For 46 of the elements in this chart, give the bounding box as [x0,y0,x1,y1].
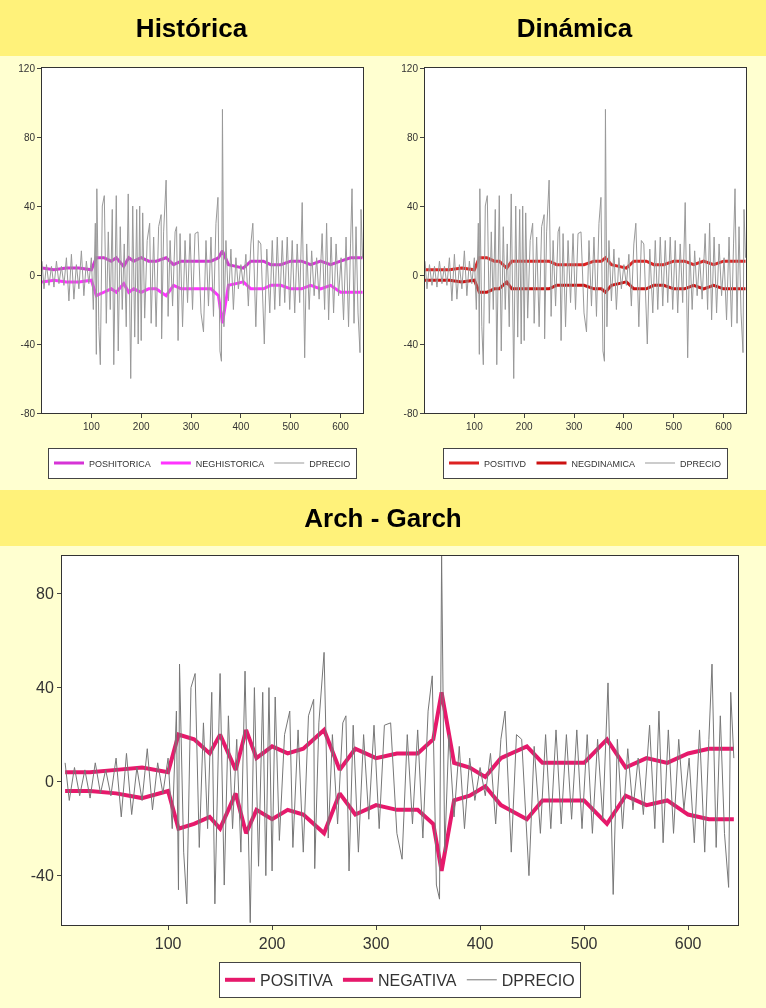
legend-label: DPRECIO [501,972,575,990]
y-tick-label: -40 [30,867,54,885]
y-tick-label: -40 [20,338,36,350]
legend-label: NEGHISTORICA [195,458,265,469]
y-tick-label: 40 [36,679,54,697]
y-tick-label: 0 [412,269,419,281]
legend-label: POSITIVA [260,972,333,990]
x-tick-label: 100 [466,421,484,432]
y-tick-label: 120 [401,62,419,74]
x-tick-label: 500 [282,421,300,432]
x-tick-label: 300 [362,935,390,953]
x-tick-label: 200 [515,421,533,432]
legend-label: NEGATIVA [377,972,457,990]
y-tick-label: 120 [18,62,36,74]
legend-label: NEGDINAMICA [571,458,636,469]
x-tick-label: 600 [674,935,702,953]
y-tick-label: 40 [23,200,36,212]
chart-title: Arch - Garch [0,490,766,546]
legend-label: DPRECIO [309,458,351,469]
y-tick-label: -80 [403,407,419,419]
y-tick-label: 80 [406,131,419,143]
x-tick-label: 400 [232,421,250,432]
chart-title: Dinámica [383,0,766,56]
chart-title: Histórica [0,0,383,56]
x-tick-label: 100 [154,935,182,953]
x-tick-label: 300 [565,421,583,432]
x-tick-label: 200 [132,421,150,432]
x-tick-label: 600 [715,421,733,432]
x-tick-label: 300 [182,421,200,432]
legend-label: POSHITORICA [89,458,151,469]
x-tick-label: 500 [570,935,598,953]
y-tick-label: 0 [44,773,54,791]
y-tick-label: -80 [20,407,36,419]
y-tick-label: 80 [23,131,36,143]
x-tick-label: 400 [466,935,494,953]
y-tick-label: -40 [403,338,419,350]
x-tick-label: 400 [615,421,633,432]
y-tick-label: 0 [29,269,36,281]
x-tick-label: 500 [665,421,683,432]
y-tick-label: 40 [406,200,419,212]
legend-label: DPRECIO [680,458,722,469]
x-tick-label: 100 [83,421,101,432]
x-tick-label: 600 [332,421,350,432]
legend-label: POSITIVD [484,458,527,469]
y-tick-label: 80 [36,585,54,603]
x-tick-label: 200 [258,935,286,953]
